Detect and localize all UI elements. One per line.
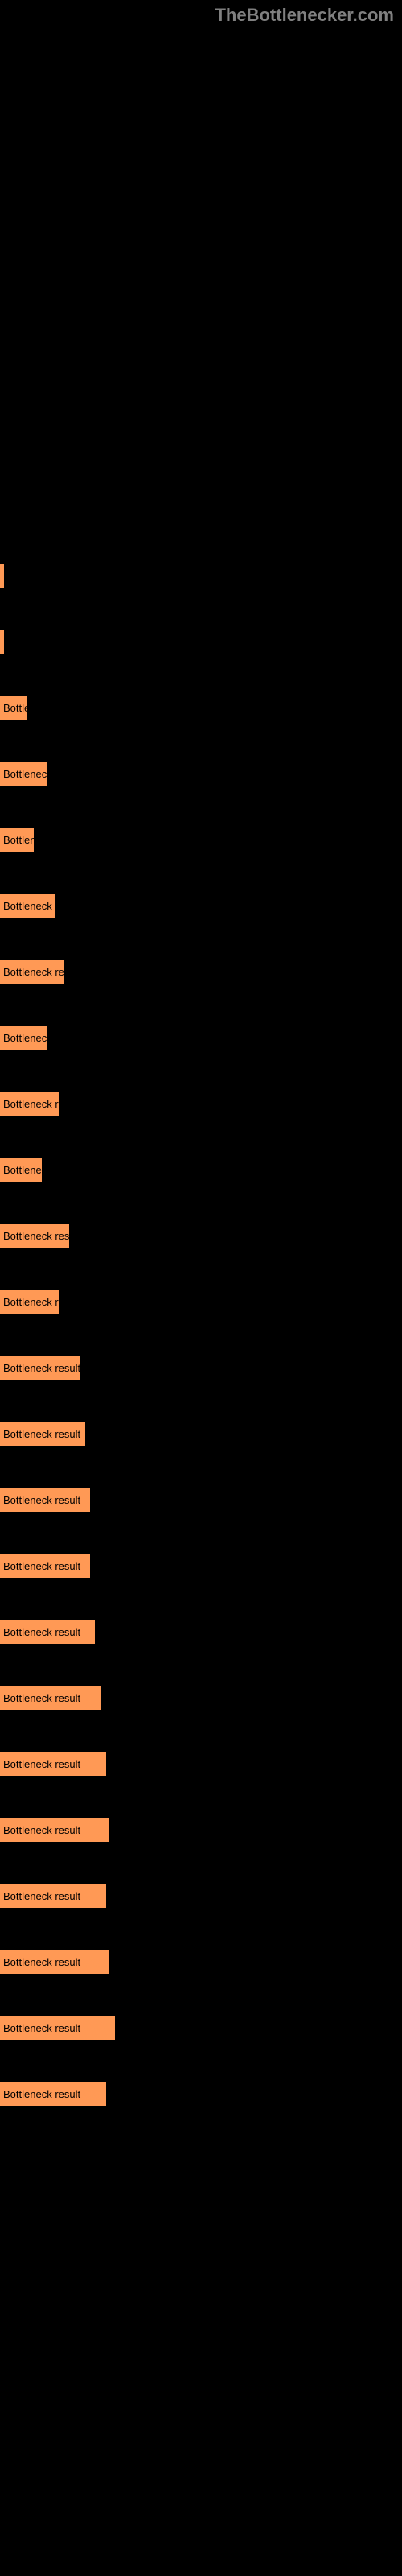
- bar-label: Bottleneck re: [3, 1296, 59, 1308]
- bar-label: Bottleneck result: [3, 1758, 80, 1770]
- bar-row: Bottleneck res: [0, 960, 402, 984]
- bar: Bottleneck result: [0, 1818, 109, 1842]
- bar-label: Bottleneck: [3, 768, 47, 780]
- bar: Bottleneck resu: [0, 1224, 69, 1248]
- watermark-text: TheBottlenecker.com: [215, 5, 394, 26]
- bar-chart: Bottle Bottleneck Bottlen Bottleneck r Bottl…: [0, 0, 402, 2180]
- bar-label: Bottleneck r: [3, 900, 55, 912]
- bar: Bottleneck result: [0, 1422, 85, 1446]
- bar: Bottlen: [0, 828, 34, 852]
- bar-label: Bottleneck result: [3, 1956, 80, 1968]
- bar-row: Bottleneck: [0, 762, 402, 786]
- bar-label: Bottleneck result: [3, 1824, 80, 1836]
- bar-row: [0, 630, 402, 654]
- bar: Bottleneck result: [0, 1950, 109, 1974]
- bar-label: Bottleneck result: [3, 1692, 80, 1704]
- bar-row: Bottleneck result: [0, 1752, 402, 1776]
- bar: Bottleneck result: [0, 1488, 90, 1512]
- bar: Bottlenec: [0, 1158, 42, 1182]
- bar: Bottleneck result: [0, 1554, 90, 1578]
- bar: Bottleneck result: [0, 1752, 106, 1776]
- bar: Bottleneck result: [0, 1884, 106, 1908]
- bar-row: Bottleneck result: [0, 1422, 402, 1446]
- bar: Bottleneck re: [0, 1092, 59, 1116]
- bar-row: Bottleneck result: [0, 1554, 402, 1578]
- bar-label: Bottleneck result: [3, 1890, 80, 1902]
- bar: [0, 630, 4, 654]
- bar-row: Bottleneck resu: [0, 1224, 402, 1248]
- bar: [0, 564, 4, 588]
- bar-row: Bottleneck: [0, 1026, 402, 1050]
- bar-row: Bottleneck result: [0, 1686, 402, 1710]
- bar: Bottleneck result: [0, 2082, 106, 2106]
- bar: Bottle: [0, 696, 27, 720]
- bar-label: Bottleneck result: [3, 1428, 80, 1440]
- bar-row: Bottle: [0, 696, 402, 720]
- bar-label: Bottleneck resu: [3, 1230, 69, 1242]
- bar-row: Bottleneck result: [0, 1488, 402, 1512]
- bar-label: Bottleneck result: [3, 2022, 80, 2034]
- bar: Bottleneck result: [0, 1356, 80, 1380]
- bar-label: Bottleneck: [3, 1032, 47, 1044]
- bar-row: [0, 564, 402, 588]
- bar-label: Bottleneck result: [3, 1560, 80, 1572]
- bar-row: Bottleneck re: [0, 1092, 402, 1116]
- bar: Bottleneck re: [0, 1290, 59, 1314]
- bar-row: Bottleneck result: [0, 1950, 402, 1974]
- bar: Bottleneck result: [0, 2016, 115, 2040]
- bar-row: Bottleneck result: [0, 1356, 402, 1380]
- bar: Bottleneck res: [0, 960, 64, 984]
- bar-label: Bottlen: [3, 834, 34, 846]
- bar-label: Bottle: [3, 702, 27, 714]
- bar-label: Bottleneck result: [3, 2088, 80, 2100]
- bar-row: Bottlen: [0, 828, 402, 852]
- bar-row: Bottlenec: [0, 1158, 402, 1182]
- bar: Bottleneck r: [0, 894, 55, 918]
- bar-row: Bottleneck re: [0, 1290, 402, 1314]
- bar: Bottleneck: [0, 762, 47, 786]
- bar-label: Bottleneck result: [3, 1626, 80, 1638]
- bar-row: Bottleneck result: [0, 1620, 402, 1644]
- bar: Bottleneck: [0, 1026, 47, 1050]
- bar: Bottleneck result: [0, 1620, 95, 1644]
- bar-label: Bottleneck res: [3, 966, 64, 978]
- bar-label: Bottleneck result: [3, 1362, 80, 1374]
- bar-row: Bottleneck result: [0, 1818, 402, 1842]
- bar-label: Bottleneck re: [3, 1098, 59, 1110]
- bar-row: Bottleneck result: [0, 2016, 402, 2040]
- bar-label: Bottleneck result: [3, 1494, 80, 1506]
- bar-row: Bottleneck result: [0, 1884, 402, 1908]
- bar-label: Bottlenec: [3, 1164, 42, 1176]
- bar-row: Bottleneck r: [0, 894, 402, 918]
- bar: Bottleneck result: [0, 1686, 100, 1710]
- bar-row: Bottleneck result: [0, 2082, 402, 2106]
